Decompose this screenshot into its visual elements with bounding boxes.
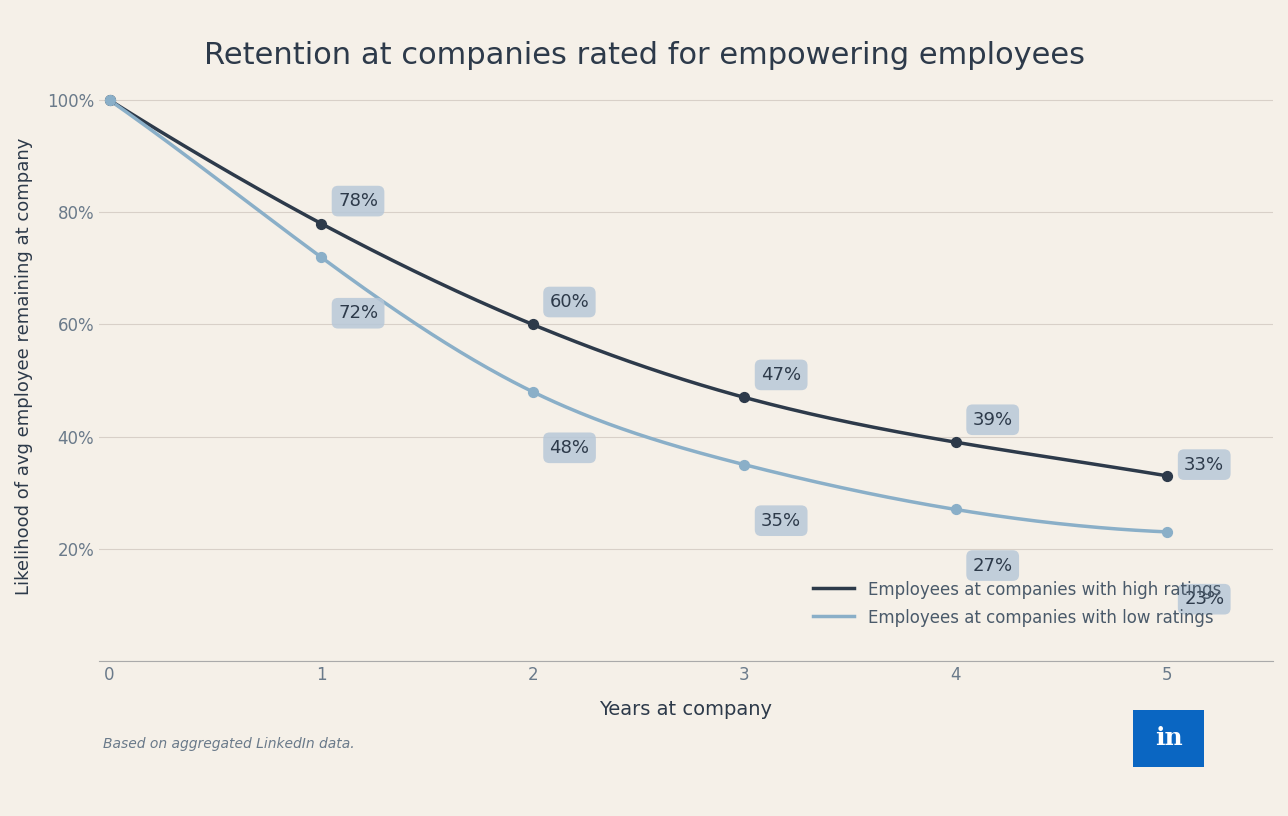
Text: 78%: 78% [337, 192, 379, 210]
Point [523, 318, 544, 331]
Text: 39%: 39% [972, 410, 1012, 428]
Text: 48%: 48% [550, 439, 590, 457]
Point [734, 391, 755, 404]
Text: 72%: 72% [337, 304, 379, 322]
Legend: Employees at companies with high ratings, Employees at companies with low rating: Employees at companies with high ratings… [805, 572, 1230, 635]
Point [945, 436, 966, 449]
Point [1157, 526, 1177, 539]
Point [310, 251, 331, 264]
Text: 35%: 35% [761, 512, 801, 530]
Y-axis label: Likelihood of avg employee remaining at company: Likelihood of avg employee remaining at … [15, 138, 33, 595]
X-axis label: Years at company: Years at company [599, 700, 773, 720]
Text: 27%: 27% [972, 557, 1012, 574]
Point [99, 94, 120, 107]
Text: Based on aggregated LinkedIn data.: Based on aggregated LinkedIn data. [103, 737, 354, 751]
Text: 47%: 47% [761, 366, 801, 384]
Text: 23%: 23% [1184, 590, 1225, 608]
Point [1157, 469, 1177, 482]
Text: 33%: 33% [1184, 455, 1225, 473]
Point [734, 458, 755, 471]
Point [523, 385, 544, 398]
Point [99, 94, 120, 107]
Point [945, 503, 966, 516]
Text: in: in [1155, 726, 1182, 751]
Point [310, 217, 331, 230]
Text: Retention at companies rated for empowering employees: Retention at companies rated for empower… [204, 41, 1084, 70]
Text: 60%: 60% [550, 293, 590, 311]
